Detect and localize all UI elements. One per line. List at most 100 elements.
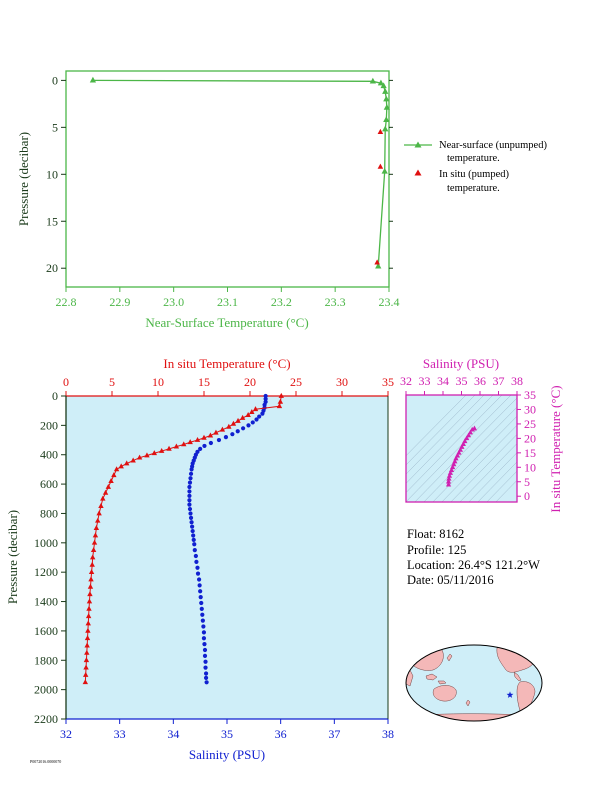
- salinity-point: [263, 396, 268, 402]
- temperature-point: [151, 450, 158, 456]
- salinity-tick-label: 37: [328, 727, 340, 741]
- temperature-point: [87, 591, 93, 597]
- salinity-point: [198, 595, 203, 600]
- salinity-tick-label: 34: [167, 727, 179, 741]
- salinity-point: [191, 533, 196, 538]
- salinity-point: [216, 437, 222, 443]
- temperature-tick-label: 35: [382, 375, 394, 389]
- temperature-point: [230, 420, 237, 426]
- ts-point: [451, 461, 457, 467]
- temperature-axis-label: In situ Temperature (°C): [163, 356, 290, 371]
- salinity-point: [203, 659, 208, 664]
- density-contour: [459, 443, 517, 502]
- top-y-tick-label: 10: [46, 167, 58, 181]
- near-surface-point: [383, 104, 390, 110]
- ts-salinity-tick-label: 33: [419, 374, 431, 388]
- temperature-point: [219, 426, 226, 432]
- salinity-point: [223, 435, 229, 440]
- salinity-point: [246, 423, 251, 428]
- salinity-point: [195, 565, 200, 570]
- density-contour: [406, 395, 476, 466]
- ts-points: [445, 425, 478, 487]
- ts-salinity-label: Salinity (PSU): [423, 356, 499, 371]
- ts-salinity-tick-label: 36: [474, 374, 486, 388]
- legend-insitu-label-2: temperature.: [447, 183, 500, 194]
- pressure-tick-label: 1800: [34, 653, 58, 667]
- temperature-point: [85, 613, 92, 619]
- temperature-point: [84, 649, 90, 655]
- near-surface-point: [377, 79, 385, 86]
- temperature-point: [144, 452, 150, 458]
- ts-point: [471, 425, 478, 431]
- ts-point: [454, 452, 461, 458]
- temperature-point: [118, 463, 124, 469]
- salinity-point: [254, 417, 259, 422]
- top-x-tick-label: 22.9: [109, 295, 130, 309]
- top-y-axis-label: Pressure (decibar): [16, 132, 31, 226]
- salinity-tick-label: 35: [221, 727, 233, 741]
- temperature-point: [181, 441, 187, 447]
- temperature-point: [207, 432, 214, 438]
- salinity-point: [204, 680, 209, 685]
- density-contour: [468, 452, 517, 502]
- temperature-point: [83, 664, 89, 670]
- top-x-tick-label: 23.3: [325, 295, 346, 309]
- salinity-point: [202, 653, 208, 658]
- top-x-tick-label: 23.1: [217, 295, 238, 309]
- temperature-point: [239, 414, 246, 420]
- top-y-tick-label: 15: [46, 214, 58, 228]
- temperature-point: [124, 460, 130, 466]
- ts-point: [465, 432, 472, 438]
- temperature-point: [89, 561, 95, 567]
- salinity-point: [200, 618, 205, 623]
- temperature-point: [86, 605, 92, 611]
- float-info: Float: 8162 Profile: 125 Location: 26.4°…: [407, 527, 540, 587]
- salinity-tick-label: 33: [114, 727, 126, 741]
- pressure-tick-label: 1200: [34, 565, 58, 579]
- temperature-point: [235, 417, 241, 423]
- salinity-point: [235, 429, 240, 434]
- salinity-point: [193, 553, 198, 559]
- salinity-axis-ticks: 32 33 34 35 36 37 38: [60, 719, 394, 741]
- salinity-point: [197, 583, 202, 588]
- ts-temperature-tick-label: 10: [524, 460, 536, 474]
- density-contour: [406, 395, 485, 475]
- temperature-point: [83, 657, 90, 663]
- world-map: [405, 644, 543, 722]
- pressure-tick-label: 1000: [34, 536, 58, 550]
- pressure-tick-label: 600: [40, 477, 58, 491]
- ts-point: [446, 475, 452, 481]
- ts-point: [453, 455, 459, 461]
- ts-salinity-tick-label: 35: [456, 374, 468, 388]
- salinity-point: [190, 524, 195, 529]
- salinity-point: [187, 484, 192, 490]
- temperature-point: [87, 583, 94, 589]
- temperature-point: [95, 517, 101, 523]
- salinity-point: [195, 571, 201, 576]
- salinity-point: [203, 671, 209, 676]
- salinity-point: [187, 498, 192, 503]
- ts-temperature-tick-label: 20: [524, 431, 536, 445]
- ts-point: [462, 438, 468, 444]
- temperature-point: [194, 436, 201, 442]
- salinity-point: [202, 647, 208, 653]
- ts-point: [456, 449, 462, 455]
- salinity-point: [188, 471, 194, 476]
- salinity-point: [202, 443, 207, 449]
- temperature-point: [278, 392, 284, 398]
- salinity-point: [257, 414, 262, 419]
- salinity-point: [187, 502, 192, 507]
- salinity-point: [187, 489, 192, 494]
- temperature-point: [245, 411, 251, 417]
- salinity-point: [188, 515, 194, 520]
- temperature-point: [166, 445, 172, 451]
- date: Date: 05/11/2016: [407, 573, 494, 587]
- location: Location: 26.4°S 121.2°W: [407, 558, 540, 572]
- insitu-point: [377, 163, 384, 169]
- salinity-series: [187, 393, 268, 685]
- top-y-tick-label: 0: [52, 73, 58, 87]
- figure-code: P0072016.0000070: [30, 759, 61, 764]
- temperature-point: [96, 510, 102, 516]
